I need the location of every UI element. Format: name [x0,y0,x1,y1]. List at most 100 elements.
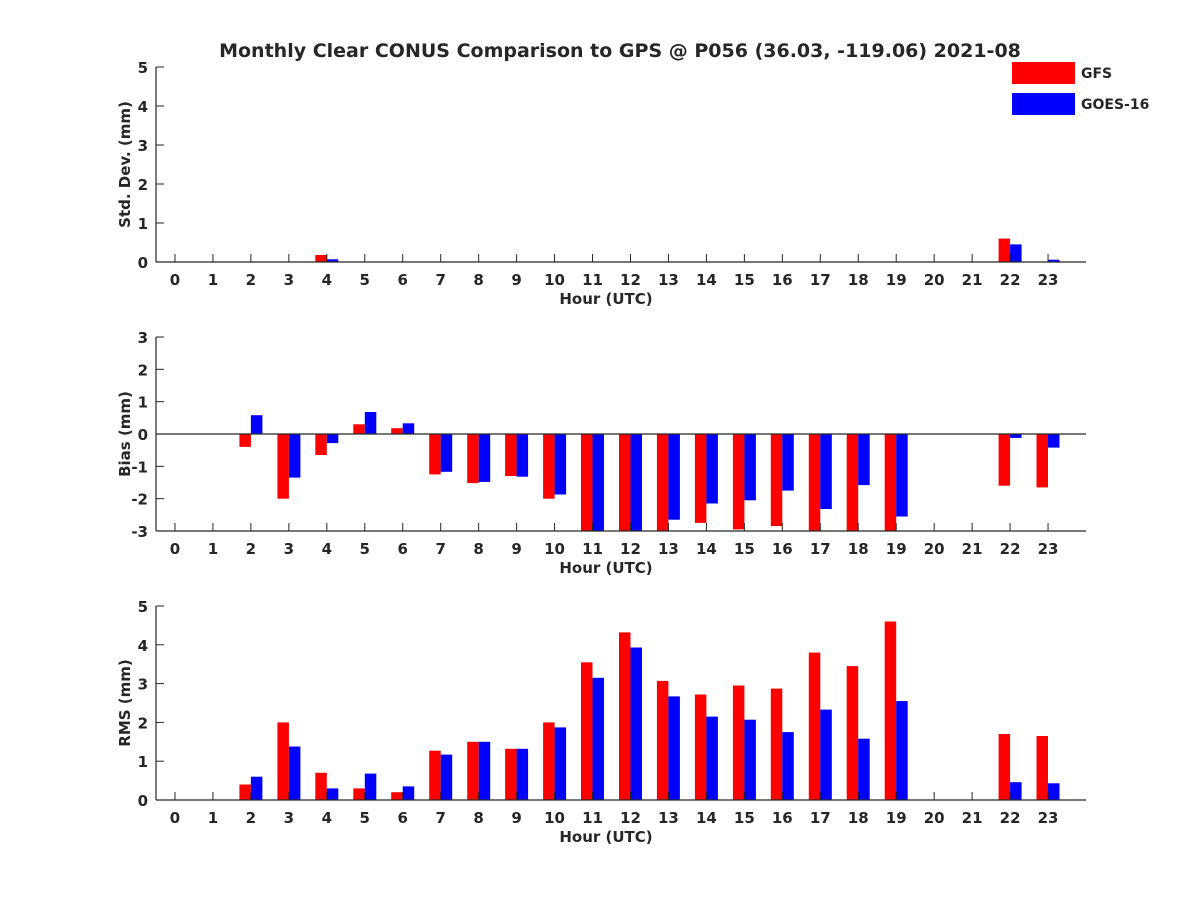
x-tick-label: 8 [473,809,483,827]
bar-gfs-hour-19 [884,621,897,800]
x-tick-label: 5 [360,540,370,558]
x-tick-label: 7 [435,809,445,827]
bar-gfs-hour-4 [315,434,327,455]
y-tick-label: -3 [131,523,148,541]
bar-goes-16-hour-8 [478,741,491,800]
bars [239,412,1060,531]
x-tick-label: 16 [772,271,793,289]
x-tick-label: 23 [1038,809,1059,827]
x-tick-label: 13 [658,271,679,289]
bar-gfs-hour-16 [770,434,783,527]
bar-goes-16-hour-22 [1010,434,1022,438]
x-tick-label: 4 [322,271,332,289]
x-tick-label: 12 [620,809,641,827]
y-tick-label: 1 [138,215,148,233]
x-tick-label: 22 [1000,809,1021,827]
x-axis-label: Hour (UTC) [559,290,652,308]
bar-gfs-hour-12 [619,434,631,531]
x-tick-label: 0 [170,540,180,558]
bar-gfs-hour-22 [998,434,1011,486]
y-tick-label: 1 [138,753,148,771]
x-tick-label: 15 [734,809,755,827]
y-axis-label: Std. Dev. (mm) [116,101,134,228]
x-tick-label: 19 [886,271,907,289]
x-tick-label: 12 [620,271,641,289]
x-tick-label: 20 [924,271,945,289]
bar-gfs-hour-11 [581,662,593,800]
bar-gfs-hour-15 [732,685,745,800]
bar-goes-16-hour-19 [896,701,908,800]
bar-gfs-hour-17 [808,652,821,800]
bar-goes-16-hour-3 [288,434,301,478]
bar-goes-16-hour-9 [516,434,529,477]
bar-gfs-hour-15 [732,434,745,530]
x-tick-label: 10 [544,809,565,827]
x-tick-label: 11 [582,271,603,289]
bar-goes-16-hour-18 [858,434,870,486]
bar-goes-16-hour-23 [1048,783,1060,800]
bar-goes-16-hour-3 [288,746,301,800]
bar-gfs-hour-6 [391,428,403,434]
x-tick-label: 0 [170,271,180,289]
legend-swatch-gfs [1012,62,1075,84]
x-tick-label: 15 [734,540,755,558]
x-tick-label: 8 [473,540,483,558]
x-tick-label: 13 [658,809,679,827]
bar-gfs-hour-9 [505,434,517,476]
bar-gfs-hour-10 [543,434,555,499]
x-tick-label: 16 [772,540,793,558]
x-tick-label: 20 [924,809,945,827]
bar-gfs-hour-16 [770,688,783,800]
bar-goes-16-hour-10 [554,434,567,495]
x-tick-label: 3 [284,271,294,289]
x-tick-label: 18 [848,271,869,289]
x-tick-label: 9 [511,540,521,558]
x-tick-label: 14 [696,271,717,289]
bar-goes-16-hour-6 [402,423,415,434]
x-tick-label: 21 [962,540,983,558]
bar-goes-16-hour-22 [1010,244,1022,262]
x-tick-label: 4 [322,540,332,558]
bar-goes-16-hour-14 [706,434,718,504]
bar-gfs-hour-5 [353,424,365,434]
bar-gfs-hour-8 [467,741,479,800]
y-tick-label: 0 [138,254,148,272]
bar-gfs-hour-14 [694,694,707,800]
bar-goes-16-hour-15 [744,719,756,800]
legend: GFS GOES-16 [1012,62,1149,115]
bar-goes-16-hour-23 [1048,259,1060,262]
x-tick-label: 18 [848,540,869,558]
bar-gfs-hour-9 [505,748,517,800]
bar-gfs-hour-4 [315,255,327,262]
bar-gfs-hour-8 [467,434,479,484]
bars [239,621,1060,800]
x-axis-label: Hour (UTC) [559,559,652,577]
x-tick-label: 15 [734,271,755,289]
x-tick-label: 7 [435,271,445,289]
y-tick-label: 0 [138,426,148,444]
x-tick-label: 21 [962,271,983,289]
x-tick-label: 11 [582,809,603,827]
bar-goes-16-hour-10 [554,727,567,800]
y-tick-label: 2 [138,361,148,379]
x-tick-label: 2 [246,540,256,558]
x-tick-label: 10 [544,540,565,558]
bar-gfs-hour-13 [656,680,669,800]
y-tick-label: 3 [138,137,148,155]
x-tick-label: 19 [886,809,907,827]
legend-swatch-goes-16 [1012,93,1075,115]
x-tick-label: 0 [170,809,180,827]
bar-goes-16-hour-19 [896,434,908,517]
bar-goes-16-hour-7 [440,434,453,472]
x-tick-label: 7 [435,540,445,558]
x-tick-label: 21 [962,809,983,827]
bar-gfs-hour-3 [277,722,289,800]
x-axis-label: Hour (UTC) [559,828,652,846]
bar-goes-16-hour-9 [516,748,529,800]
bar-gfs-hour-4 [315,772,327,800]
bar-goes-16-hour-13 [668,696,680,800]
legend-label-goes-16: GOES-16 [1081,97,1149,113]
